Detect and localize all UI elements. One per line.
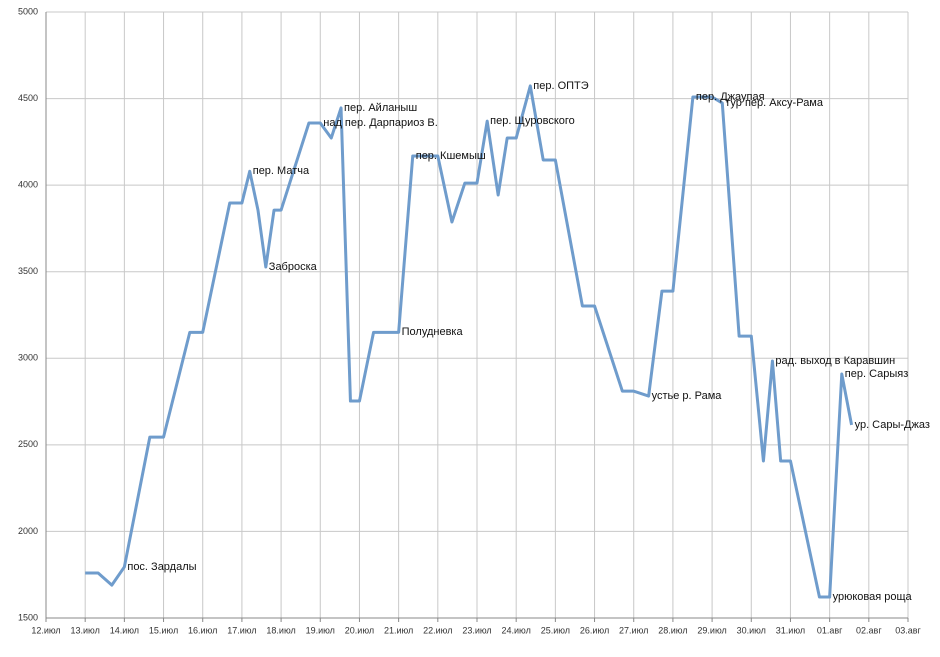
point-label: пер. Кшемыш bbox=[416, 150, 486, 162]
point-label: рад. выход в Каравшин bbox=[775, 355, 895, 367]
point-label: пер. ОПТЭ bbox=[533, 80, 588, 92]
y-tick-label: 3500 bbox=[18, 266, 38, 276]
line bbox=[85, 84, 854, 599]
y-tick-label: 2500 bbox=[18, 439, 38, 449]
x-tick-label: 21.июл bbox=[384, 625, 413, 635]
x-tick-label: 23.июл bbox=[462, 625, 491, 635]
point-label: пер. Щуровского bbox=[490, 115, 575, 127]
x-tick-label: 13.июл bbox=[71, 625, 100, 635]
x-tick-label: 30.июл bbox=[737, 625, 766, 635]
point-label: пос. Зардалы bbox=[127, 561, 196, 573]
x-tick-label: 01.авг bbox=[817, 625, 843, 635]
point-label: урюковая роща bbox=[833, 591, 913, 603]
x-tick-label: 28.июл bbox=[658, 625, 687, 635]
y-tick-label: 4000 bbox=[18, 180, 38, 190]
point-label: пер. Айланыш bbox=[344, 102, 417, 114]
x-tick-label: 14.июл bbox=[110, 625, 139, 635]
y-tick-label: 1500 bbox=[18, 612, 38, 622]
x-tick-label: 27.июл bbox=[619, 625, 648, 635]
point-label: пер. Сарыяз bbox=[845, 368, 909, 380]
x-tick-label: 26.июл bbox=[580, 625, 609, 635]
point-label: пер. Джаупая bbox=[696, 91, 765, 103]
x-tick-label: 22.июл bbox=[423, 625, 452, 635]
x-tick-label: 02.авг bbox=[856, 625, 882, 635]
x-tick-label: 15.июл bbox=[149, 625, 178, 635]
x-tick-label: 12.июл bbox=[31, 625, 60, 635]
y-tick-label: 4500 bbox=[18, 93, 38, 103]
point-label: Заброска bbox=[269, 261, 318, 273]
x-tick-label: 19.июл bbox=[306, 625, 335, 635]
x-tick-label: 25.июл bbox=[541, 625, 570, 635]
point-label: тур пер. Аксу-Рама bbox=[725, 97, 824, 109]
point-label: над пер. Дарпариоз В. bbox=[323, 117, 437, 129]
y-tick-label: 5000 bbox=[18, 6, 38, 16]
x-tick-label: 31.июл bbox=[776, 625, 805, 635]
point-label: Полудневка bbox=[402, 326, 464, 338]
x-tick-label: 18.июл bbox=[266, 625, 295, 635]
point-label: устье р. Рама bbox=[652, 390, 723, 402]
point-label: ур. Сары-Джаз bbox=[855, 419, 930, 431]
x-tick-label: 29.июл bbox=[697, 625, 726, 635]
x-tick-label: 03.авг bbox=[895, 625, 921, 635]
x-tick-label: 17.июл bbox=[227, 625, 256, 635]
x-tick-label: 24.июл bbox=[502, 625, 531, 635]
y-tick-label: 2000 bbox=[18, 526, 38, 536]
y-tick-label: 3000 bbox=[18, 353, 38, 363]
x-tick-label: 16.июл bbox=[188, 625, 217, 635]
x-tick-label: 20.июл bbox=[345, 625, 374, 635]
point-label: пер. Матча bbox=[253, 165, 310, 177]
